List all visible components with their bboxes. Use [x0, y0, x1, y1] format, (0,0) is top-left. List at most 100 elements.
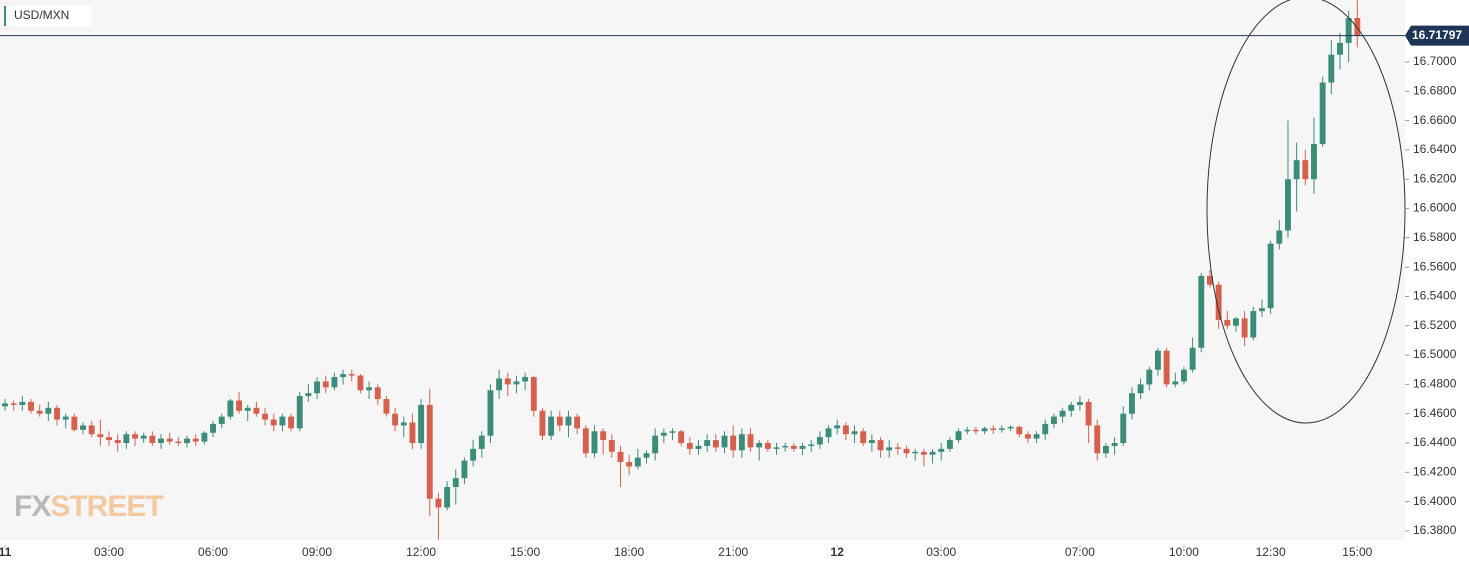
candle-body [1215, 284, 1222, 320]
candle-body [1050, 416, 1057, 424]
x-tick-label: 12 [831, 545, 845, 559]
candle-body [626, 462, 633, 467]
y-tick-label: 16.5400 [1413, 289, 1457, 303]
candle-body [764, 443, 771, 449]
candle-body [1259, 308, 1265, 312]
candle-body [1302, 160, 1309, 180]
y-tick-label: 16.5000 [1413, 347, 1457, 361]
candle-body [461, 460, 468, 479]
candle-body [591, 431, 598, 454]
candle-body [530, 377, 537, 411]
candle-body [357, 375, 364, 391]
candle-body [296, 396, 303, 429]
candle-body [36, 410, 43, 414]
candle-body [478, 435, 485, 449]
candle-body [938, 448, 945, 452]
y-tick-label: 16.6200 [1413, 171, 1457, 185]
x-tick-label: 03:00 [926, 545, 956, 559]
candle-body [149, 435, 156, 444]
watermark-fx: FX [14, 490, 51, 523]
price-axis-area [1405, 0, 1469, 566]
candle-body [747, 434, 754, 448]
candle-body [1163, 350, 1170, 385]
candle-body [704, 440, 711, 446]
candle-body [998, 428, 1005, 430]
symbol: USD/MXN [14, 8, 69, 22]
candles [2, 0, 1361, 540]
candle-body [392, 413, 399, 426]
candle-body [1033, 434, 1040, 439]
candle-body [1068, 404, 1075, 411]
candle-body [1016, 426, 1023, 435]
candle-body [1276, 230, 1283, 244]
candle-body [288, 416, 295, 429]
candle-body [912, 451, 919, 454]
x-tick-label: 06:00 [198, 545, 228, 559]
candle-body [608, 440, 615, 452]
candle-body [972, 429, 979, 432]
candle-body [886, 447, 893, 451]
candle-body [244, 407, 251, 411]
candle-body [1285, 179, 1291, 231]
candle-body [1024, 434, 1031, 439]
candle-body [140, 435, 147, 439]
candle-body [201, 432, 208, 442]
candle-body [773, 447, 780, 449]
y-tick-label: 16.4600 [1413, 406, 1457, 420]
candle-body [678, 431, 685, 444]
candle-body [712, 440, 719, 448]
watermark: FXSTREET [14, 490, 164, 523]
candle-body [1267, 243, 1274, 309]
candle-body [825, 428, 832, 438]
watermark-street: STREET [50, 490, 163, 523]
candle-body [470, 448, 477, 461]
x-tick-label: 09:00 [302, 545, 332, 559]
candle-body [132, 434, 138, 439]
y-tick-label: 16.4000 [1413, 494, 1457, 508]
candle-body [1233, 318, 1239, 326]
candle-body [366, 387, 373, 391]
candle-body [106, 437, 112, 441]
candle-body [1128, 393, 1135, 414]
y-tick-label: 16.5200 [1413, 318, 1457, 332]
candle-body [617, 451, 624, 463]
y-tick-label: 16.5800 [1413, 230, 1457, 244]
candle-body [556, 416, 563, 426]
candle-body [452, 478, 459, 487]
candle-body [1224, 319, 1231, 326]
candle-body [1319, 82, 1326, 145]
candle-body [270, 419, 277, 426]
candle-body [652, 435, 659, 454]
candle-body [166, 438, 173, 442]
candle-body [808, 444, 815, 446]
candle-body [305, 393, 312, 397]
candle-body [539, 410, 546, 436]
candle-body [842, 425, 849, 435]
candle-body [218, 416, 225, 424]
candle-body [418, 404, 425, 444]
candle-body [929, 451, 936, 455]
candle-body [1154, 350, 1161, 370]
candle-body [1007, 426, 1014, 429]
candle-body [54, 407, 60, 420]
candle-body [88, 425, 95, 435]
y-tick-label: 16.4200 [1413, 464, 1457, 478]
candle-body [340, 374, 347, 378]
candle-body [1189, 347, 1196, 370]
candle-body [1137, 384, 1144, 394]
candle-body [1328, 54, 1335, 83]
candle-body [487, 390, 494, 436]
candle-body [634, 457, 641, 467]
candle-body [496, 378, 503, 391]
candle-body [851, 431, 858, 435]
candle-body [782, 445, 789, 448]
candle-body [1311, 144, 1317, 180]
candle-body [799, 445, 806, 449]
candle-body [660, 432, 667, 436]
symbol-bar [4, 6, 6, 26]
candle-body [868, 440, 875, 444]
candle-body [964, 429, 971, 432]
candle-body [28, 401, 34, 411]
